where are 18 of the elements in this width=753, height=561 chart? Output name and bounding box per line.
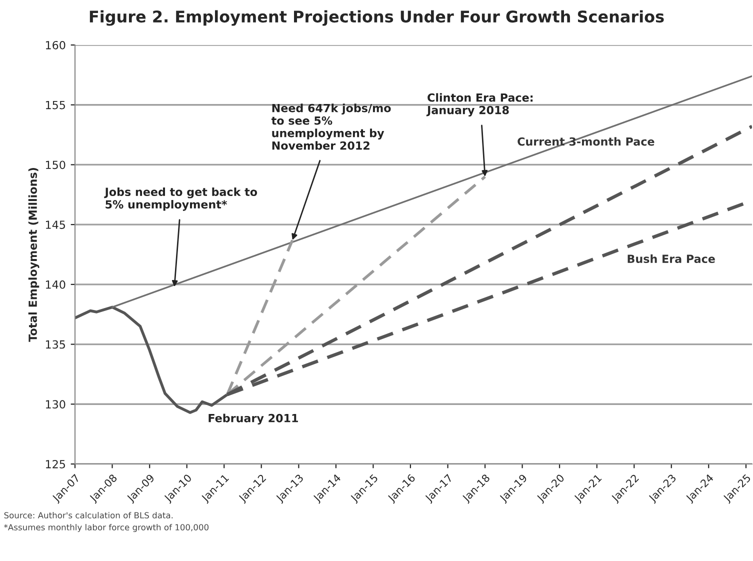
y-tick-label: 145 xyxy=(46,220,65,229)
y-tick-label: 150 xyxy=(46,160,66,170)
annotation: Clinton Era Pace: January 2018 xyxy=(426,93,533,116)
y-tick-label: 125 xyxy=(46,460,65,468)
annotation: Need 647k jobs/mo to see 5% unemployment by November 2012 xyxy=(271,104,391,150)
y-tick-label: 140 xyxy=(46,280,66,289)
annotation: February 2011 xyxy=(208,414,298,425)
y-tick-label: 155 xyxy=(46,100,65,110)
annotation: Jobs need to get back to 5% unemployment* xyxy=(104,187,258,211)
y-tick-label: 160 xyxy=(46,40,66,50)
text: Current 3-month Pace xyxy=(518,137,654,146)
y-tick-label: 130 xyxy=(46,400,66,409)
y-axis-title: Total Employment (Millions) xyxy=(28,168,40,342)
series-label: Bush Era Pace xyxy=(628,254,715,264)
chart-title: Figure 2. Employment Projections Under Four Growth Scenarios xyxy=(90,10,664,26)
y-tick-label: 135 xyxy=(46,340,65,349)
text: *Assumes monthly labor force growth of 100,000 xyxy=(4,524,209,532)
source-note: Source: Author's calculation of BLS data. xyxy=(4,512,173,518)
